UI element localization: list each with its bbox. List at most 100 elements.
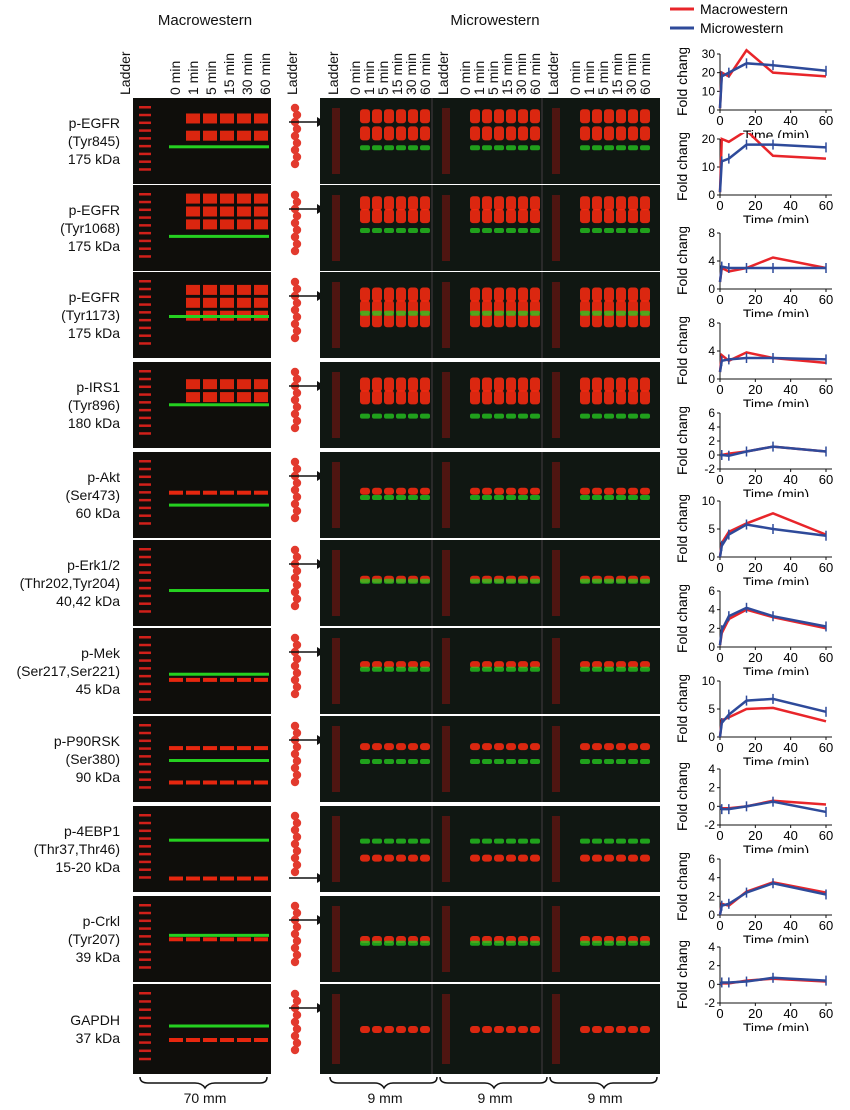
red-band — [254, 284, 268, 295]
ladder-dot — [292, 594, 302, 604]
chart-ylabel: Fold change — [674, 585, 690, 653]
y-tick-label: 0 — [708, 730, 715, 744]
chart-ylabel: Fold change — [674, 763, 690, 831]
micro-red-band — [360, 1026, 370, 1033]
ladder-band — [139, 1000, 151, 1003]
red-band — [237, 113, 251, 124]
red-band — [237, 284, 251, 295]
micro-green-band — [580, 838, 590, 844]
macrowestern-blot — [133, 185, 271, 271]
micro-red-band — [372, 126, 382, 141]
micro-ladder-lane — [442, 994, 450, 1064]
ladder-dot — [290, 545, 300, 555]
ladder-dot — [292, 936, 302, 946]
micro-green-band — [396, 838, 406, 844]
micro-green-band — [372, 413, 382, 419]
red-band — [203, 876, 217, 881]
ladder-header-ref: Ladder — [284, 51, 300, 95]
macrowestern-blot — [133, 98, 271, 184]
microwestern-blot — [320, 896, 660, 982]
x-tick-label: 0 — [716, 472, 723, 487]
micro-red-band — [616, 313, 626, 328]
micro-red-band — [470, 487, 480, 495]
ladder-dot — [292, 506, 302, 516]
micro-ladder-lane — [332, 462, 340, 528]
ladder-dot — [292, 908, 302, 918]
ladder-dot — [290, 675, 300, 685]
micro-red-band — [616, 377, 626, 392]
micro-red-band — [580, 1026, 590, 1033]
micro-green-band — [372, 940, 382, 946]
ladder-dot — [290, 901, 300, 911]
ladder-dot — [292, 832, 302, 842]
chart-xlabel: Time (min) — [743, 127, 809, 138]
micro-red-band — [384, 377, 394, 392]
chart-axes — [719, 859, 832, 916]
green-band — [169, 1024, 269, 1028]
micro-green-band — [360, 495, 370, 500]
micro-ladder-lane — [552, 372, 560, 438]
ladder-dot — [290, 513, 300, 523]
micro-green-band — [518, 838, 528, 844]
micro-ladder-lane — [442, 638, 450, 704]
micro-ladder-lane — [332, 372, 340, 438]
macrowestern-blot — [133, 896, 271, 982]
micro-red-band — [580, 287, 590, 302]
y-tick-label: 2 — [708, 781, 715, 795]
micro-green-band — [470, 310, 480, 316]
micro-green-band — [518, 940, 528, 946]
ladder-dot — [292, 211, 302, 221]
x-tick-label: 0 — [716, 918, 723, 933]
micro-red-band — [470, 854, 480, 862]
ladder-band — [139, 919, 151, 923]
micro-red-band — [640, 661, 650, 669]
micro-ladder-lane — [442, 816, 450, 882]
ladder-dot — [292, 996, 302, 1006]
micro-green-band — [396, 145, 406, 151]
x-tick-label: 60 — [819, 472, 833, 487]
ladder-dot — [290, 601, 300, 611]
chart-xlabel: Time (min) — [743, 932, 809, 943]
micro-red-band — [384, 209, 394, 224]
micro-timepoint-header: 15 min — [499, 52, 515, 95]
micro-red-band — [420, 1026, 430, 1033]
micro-green-band — [482, 578, 492, 584]
micro-red-band — [604, 661, 614, 669]
red-band — [254, 113, 268, 124]
ladder-dot — [290, 423, 300, 433]
micro-red-band — [628, 196, 638, 211]
micro-red-band — [518, 196, 528, 211]
ladder-band — [139, 342, 151, 345]
micro-red-band — [396, 313, 406, 328]
micro-red-band — [470, 196, 480, 211]
x-tick-label: 60 — [819, 198, 833, 213]
ladder-dot — [290, 457, 300, 467]
micro-red-band — [616, 743, 626, 751]
ladder-dot — [290, 232, 300, 242]
ladder-band — [139, 778, 151, 781]
red-band — [254, 206, 268, 217]
ladder-band — [139, 385, 151, 389]
red-band — [203, 284, 217, 295]
micro-green-band — [580, 145, 590, 151]
micro-red-band — [518, 377, 528, 392]
ladder-dot — [290, 319, 300, 329]
micro-green-band — [592, 495, 602, 500]
micro-green-band — [360, 759, 370, 764]
micro-ladder-lane — [332, 994, 340, 1064]
micro-red-band — [506, 109, 516, 124]
micro-green-band — [396, 310, 406, 316]
micro-green-band — [628, 838, 638, 844]
micro-red-band — [396, 743, 406, 751]
micro-red-band — [494, 196, 504, 211]
micro-red-band — [604, 287, 614, 302]
x-tick-label: 20 — [748, 113, 762, 128]
ladder-band — [139, 731, 151, 735]
micro-green-band — [494, 666, 504, 672]
fold-change-chart: Fold change 0 5 10 0 20 40 60 Time (min) — [674, 495, 833, 585]
chart-axes — [719, 769, 832, 826]
micro-green-band — [640, 578, 650, 584]
micro-green-band — [604, 228, 614, 233]
chart-xlabel: Time (min) — [743, 396, 809, 407]
microwestern-blot — [320, 185, 660, 271]
